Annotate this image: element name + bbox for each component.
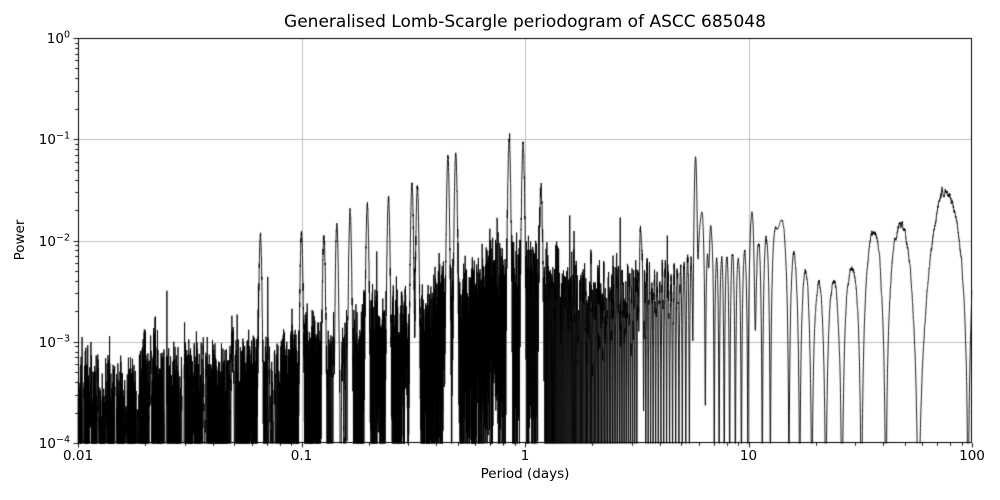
x-axis-label: Period (days) <box>480 466 570 482</box>
x-tick-label: 0.1 <box>290 448 313 464</box>
y-tick-label: 10−4 <box>38 434 70 452</box>
x-tick-label: 10 <box>739 448 758 464</box>
x-tick-label: 100 <box>959 448 985 464</box>
y-tick-label: 10−3 <box>38 333 70 351</box>
x-tick-label: 1 <box>520 448 530 464</box>
chart-title: Generalised Lomb-Scargle periodogram of … <box>284 12 766 32</box>
y-tick-label: 10−2 <box>38 231 70 250</box>
y-tick-label: 100 <box>46 29 70 47</box>
x-tick-label: 0.01 <box>62 448 94 464</box>
y-tick-label: 10−1 <box>38 130 70 149</box>
y-axis-label: Power <box>12 219 28 261</box>
